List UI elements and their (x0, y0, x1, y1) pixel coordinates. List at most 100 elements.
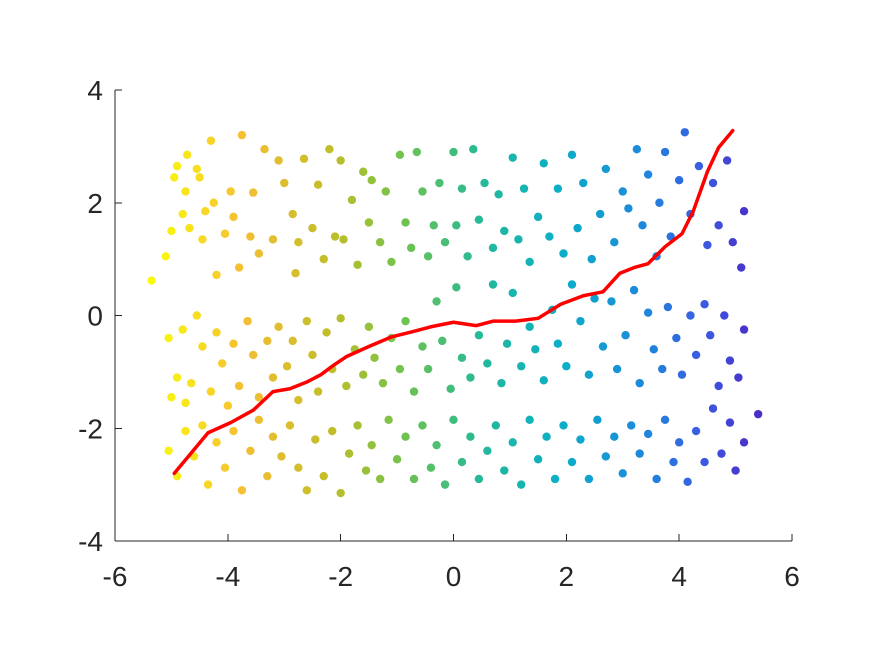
scatter-point (212, 328, 221, 337)
scatter-point (359, 370, 368, 379)
scatter-point (466, 373, 475, 382)
scatter-point (212, 270, 221, 280)
scatter-point (226, 187, 235, 196)
scatter-point (325, 144, 334, 154)
scatter-point (643, 170, 653, 179)
scatter-point (562, 362, 571, 371)
scatter-point (198, 342, 207, 351)
scatter-point (621, 331, 630, 340)
scatter-point (514, 235, 523, 244)
scatter-point (229, 426, 238, 436)
scatter-point (660, 147, 670, 157)
scatter-point (553, 339, 563, 348)
scatter-point (686, 311, 695, 320)
scatter-point (164, 333, 173, 343)
scatter-point (263, 471, 272, 481)
scatter-point (201, 207, 210, 216)
scatter-point (181, 187, 190, 196)
scatter-point (474, 474, 484, 484)
scatter-point (254, 415, 264, 424)
scatter-point (181, 426, 190, 436)
scatter-point (299, 154, 309, 163)
scatter-point (375, 238, 385, 247)
scatter-point (584, 474, 594, 484)
scatter-point (700, 457, 709, 467)
scatter-point (170, 173, 179, 182)
scatter-points (147, 128, 763, 498)
y-tick-label: 0 (87, 301, 103, 332)
scatter-point (517, 480, 526, 489)
scatter-point (220, 463, 230, 472)
scatter-point (217, 359, 227, 368)
scatter-point (375, 474, 385, 484)
x-tick-label: -6 (103, 561, 128, 592)
scatter-point (302, 486, 312, 495)
scatter-point (700, 300, 709, 309)
scatter-point (370, 353, 379, 362)
scatter-point (663, 302, 673, 312)
scatter-point (531, 345, 540, 354)
x-tick-label: -2 (328, 561, 353, 592)
scatter-point (412, 147, 422, 157)
scatter-point (734, 373, 743, 382)
scatter-point (576, 435, 585, 444)
trend-line (172, 128, 735, 476)
scatter-point (627, 421, 636, 430)
scatter-point (491, 421, 501, 430)
scatter-point (649, 345, 658, 354)
scatter-point (367, 440, 376, 450)
scatter-point (457, 457, 467, 467)
scatter-point (237, 130, 247, 140)
scatter-point (339, 235, 348, 244)
scatter-point (181, 398, 190, 408)
scatter-point (598, 342, 608, 351)
scatter-point (308, 350, 317, 360)
scatter-point (311, 435, 320, 444)
scatter-point (418, 421, 427, 430)
scatter-point (288, 209, 297, 219)
scatter-point (469, 144, 478, 154)
scatter-point (739, 207, 749, 216)
scatter-point (161, 252, 170, 261)
scatter-point (418, 342, 427, 351)
scatter-point (559, 421, 568, 430)
scatter-point (674, 438, 684, 447)
scatter-point (392, 455, 402, 464)
scatter-point (263, 336, 272, 346)
scatter-point (395, 150, 405, 160)
scatter-point (234, 381, 244, 391)
scatter-point (722, 156, 732, 165)
scatter-point (703, 240, 712, 250)
scatter-point (694, 161, 704, 171)
scatter-point (178, 325, 187, 334)
scatter-point (237, 486, 247, 495)
scatter-point (660, 415, 670, 424)
scatter-point (488, 280, 498, 289)
scatter-point (731, 466, 740, 475)
scatter-point (652, 474, 661, 484)
scatter-point (384, 415, 393, 424)
scatter-point (502, 339, 512, 348)
scatter-point (229, 212, 238, 222)
scatter-point (234, 263, 244, 272)
scatter-point (167, 226, 176, 236)
y-tick-label: -4 (78, 526, 103, 557)
scatter-point (601, 164, 611, 174)
scatter-point (353, 260, 362, 269)
scatter-point (260, 144, 269, 154)
x-tick-label: 2 (559, 561, 575, 592)
x-tick-label: -4 (215, 561, 240, 592)
y-tick-label: 2 (87, 188, 103, 219)
scatter-point (674, 176, 684, 185)
scatter-point (172, 161, 182, 171)
scatter-point (192, 164, 202, 174)
scatter-point (285, 421, 295, 430)
scatter-point (725, 418, 735, 427)
scatter-point (438, 336, 447, 346)
scatter-point (655, 198, 664, 207)
scatter-point (336, 314, 345, 323)
scatter-point (610, 238, 619, 247)
scatter-point (643, 308, 653, 317)
scatter-point (409, 387, 419, 396)
